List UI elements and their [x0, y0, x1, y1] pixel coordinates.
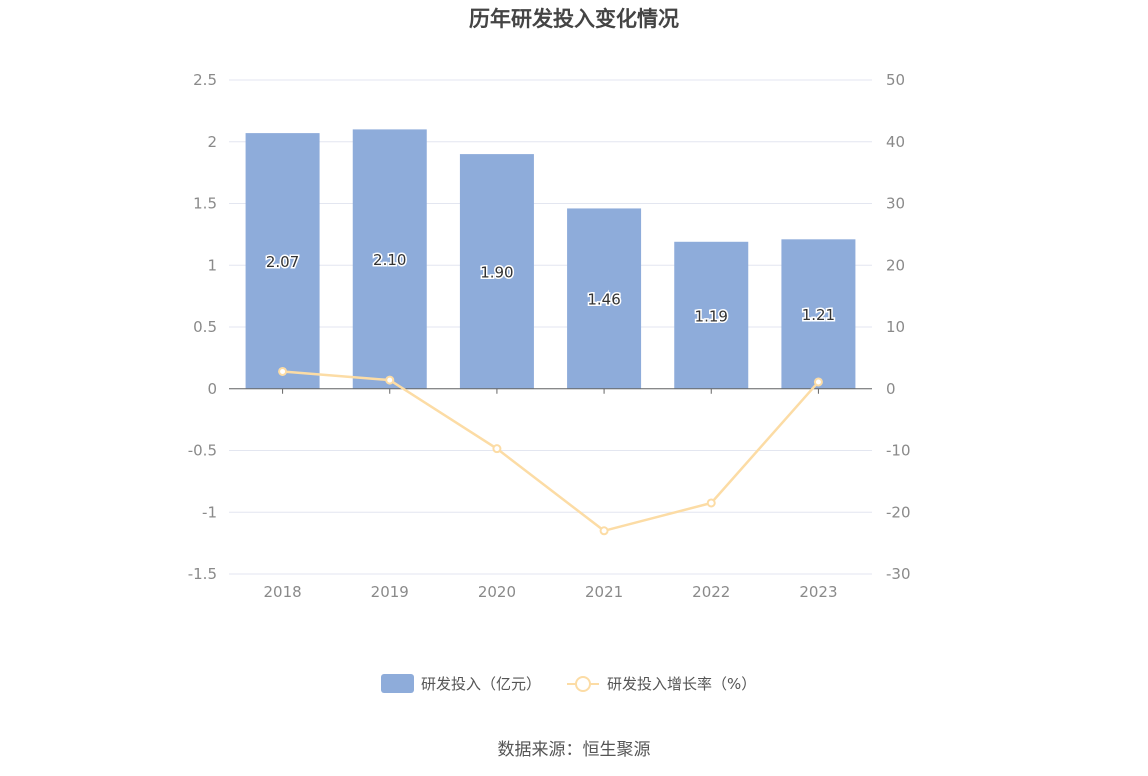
growth-point[interactable]: [706, 498, 716, 508]
bar-value-label: 1.21: [802, 306, 835, 324]
bar-value-label: 1.90: [480, 263, 513, 281]
bar-value-label: 1.19: [695, 307, 728, 325]
line-series: [278, 366, 823, 536]
y-left-tick-label: 0: [207, 380, 217, 398]
y-right-tick-label: 40: [886, 133, 905, 151]
chart-title: 历年研发投入变化情况: [469, 7, 679, 31]
y-right-tick-label: -30: [886, 565, 911, 583]
axes: 2018 2019 2020 2021 2022 2023: [229, 388, 872, 601]
legend-line-label: 研发投入增长率（%）: [607, 675, 756, 693]
y-left-tick-label: -0.5: [188, 442, 217, 460]
bar[interactable]: [245, 133, 320, 389]
y-right-tick-label: 50: [886, 71, 905, 89]
growth-line: [282, 370, 820, 533]
bar[interactable]: [781, 239, 856, 389]
x-tick-label: 2018: [263, 583, 301, 601]
y-left-tick-label: 1.5: [193, 195, 217, 213]
y-right-tick-label: 30: [886, 195, 905, 213]
y-right-tick-label: 20: [886, 256, 905, 274]
bar[interactable]: [567, 208, 642, 389]
x-tick-label: 2019: [371, 583, 409, 601]
y-right-tick-label: 10: [886, 318, 905, 336]
bar[interactable]: [674, 241, 749, 389]
bar[interactable]: [352, 129, 427, 389]
growth-point[interactable]: [278, 366, 288, 376]
y-right-tick-label: 0: [886, 380, 896, 398]
y-left-tick-label: -1: [202, 503, 217, 521]
legend[interactable]: 研发投入（亿元） 研发投入增长率（%）: [381, 674, 756, 693]
bar-value-label: 1.46: [587, 291, 620, 309]
bar-series: 2.07 2.10 1.90 1.46 1.19 1.21: [245, 129, 856, 389]
growth-point[interactable]: [492, 444, 502, 454]
bar-value-label: 2.07: [266, 253, 299, 271]
bar-value-label: 2.10: [373, 251, 406, 269]
growth-point[interactable]: [599, 526, 609, 536]
legend-bar-swatch: [381, 674, 414, 693]
growth-point[interactable]: [385, 375, 395, 385]
y-left-tick-label: 2.5: [193, 71, 217, 89]
legend-bar-label: 研发投入（亿元）: [421, 675, 541, 693]
legend-line-marker: [575, 676, 591, 692]
x-tick-label: 2022: [692, 583, 730, 601]
y-left-tick-label: 2: [207, 133, 217, 151]
grid: 2.5 50 2 40 1.5 30 1 20 0.5 10 0 0 -0.5 -10 -1 -20 -1.5 -…: [188, 71, 911, 583]
x-tick-label: 2023: [799, 583, 837, 601]
y-left-tick-label: -1.5: [188, 565, 217, 583]
bar[interactable]: [459, 154, 534, 389]
growth-point[interactable]: [813, 377, 823, 387]
y-right-tick-label: -10: [886, 442, 911, 460]
x-tick-label: 2021: [585, 583, 623, 601]
y-left-tick-label: 1: [207, 256, 217, 274]
x-tick-label: 2020: [478, 583, 516, 601]
data-source: 数据来源：恒生聚源: [498, 740, 651, 760]
y-left-tick-label: 0.5: [193, 318, 217, 336]
y-right-tick-label: -20: [886, 503, 911, 521]
